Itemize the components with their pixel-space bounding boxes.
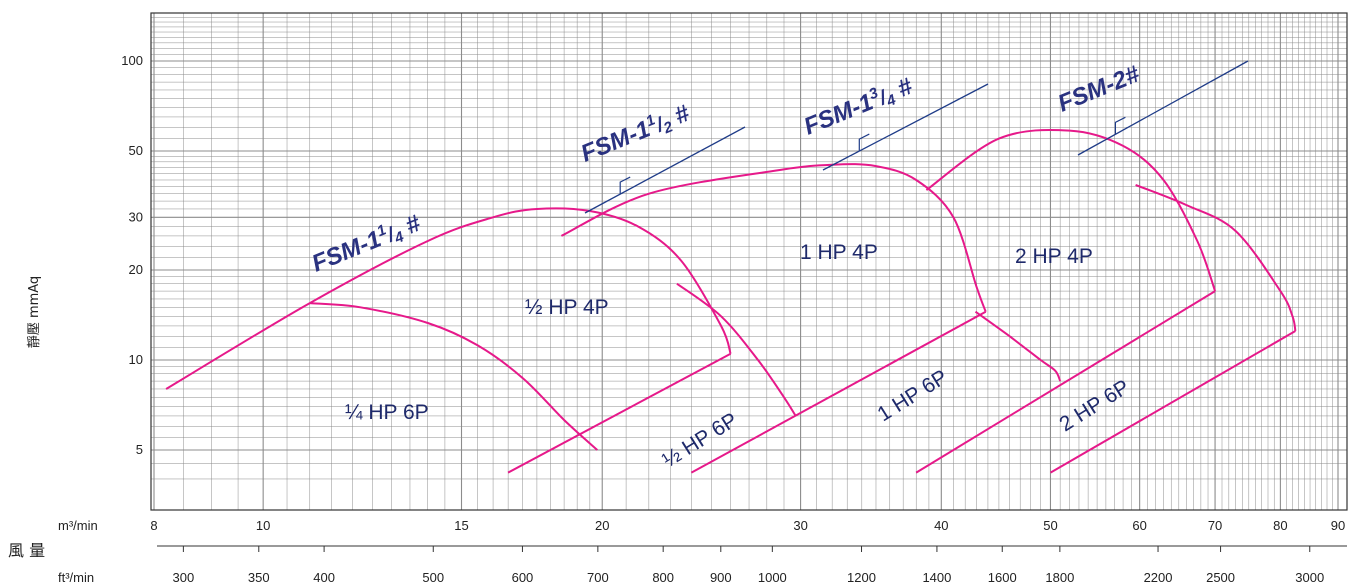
x-axis-m3-ticks: 8 10 15 20 30 40 50 60 70 80 90: [150, 518, 1345, 533]
x-tick-label-ft3: 700: [587, 570, 609, 585]
x-tick-label-ft3: 1600: [988, 570, 1017, 585]
model-label-fsm-2: FSM-2#: [1054, 60, 1144, 117]
y-axis-label: 靜壓 mmAq: [27, 276, 42, 348]
x-tick-label-m3: 30: [793, 518, 807, 533]
performance-curves: [165, 128, 1297, 474]
x-tick-label-ft3: 500: [422, 570, 444, 585]
region-label-quarter-hp-6p: ¼ HP 6P: [345, 401, 429, 424]
y-tick-label: 50: [129, 143, 143, 158]
x-tick-label-ft3: 1200: [847, 570, 876, 585]
x-tick-label-m3: 8: [150, 518, 157, 533]
x-axis-ft3-ticks: 300 350 400 500 600 700 800 900 1000 1200 1400 1600…: [157, 545, 1347, 585]
rating-line-1: [690, 310, 987, 474]
curve-6: [1135, 183, 1297, 332]
x-tick-label-m3: 80: [1273, 518, 1287, 533]
leader-line-1: [822, 83, 989, 171]
curve-2: [676, 282, 797, 417]
region-label-1hp-4p: 1 HP 4P: [800, 241, 878, 264]
region-label-1hp-6p: 1 HP 6P: [873, 365, 951, 426]
rating-line-0: [507, 352, 732, 474]
rating-line-2: [915, 290, 1216, 474]
x-tick-label-ft3: 1800: [1045, 570, 1074, 585]
x-tick-label-m3: 15: [454, 518, 468, 533]
x-tick-label-ft3: 2200: [1144, 570, 1173, 585]
x-tick-label-ft3: 900: [710, 570, 732, 585]
x-tick-label-m3: 60: [1132, 518, 1146, 533]
rating-line-3: [1049, 330, 1296, 474]
curve-5: [925, 128, 1217, 292]
leader-tick-1: [858, 133, 870, 152]
x-tick-label-ft3: 350: [248, 570, 270, 585]
y-tick-label: 30: [129, 209, 143, 224]
x-tick-label-ft3: 400: [313, 570, 335, 585]
leader-tick-2: [1114, 116, 1126, 135]
x-tick-label-m3: 70: [1208, 518, 1222, 533]
x-tick-label-ft3: 1000: [758, 570, 787, 585]
plot-frame: [150, 12, 1348, 511]
x-tick-label-m3: 90: [1331, 518, 1345, 533]
y-tick-label: 20: [129, 262, 143, 277]
y-tick-label: 10: [129, 352, 143, 367]
curve-1: [165, 207, 732, 390]
x-tick-label-m3: 20: [595, 518, 609, 533]
curve-4: [974, 310, 1062, 382]
region-label-half-hp-4p: ½ HP 4P: [525, 296, 609, 319]
region-label-half-hp-6p: ½ HP 6P: [658, 408, 741, 472]
leader-line-0: [584, 126, 746, 214]
y-tick-label: 100: [121, 53, 143, 68]
x-tick-label-ft3: 300: [173, 570, 195, 585]
x-tick-label-m3: 40: [934, 518, 948, 533]
x-tick-label-ft3: 2500: [1206, 570, 1235, 585]
curve-0: [309, 302, 598, 451]
x-tick-label-ft3: 3000: [1295, 570, 1324, 585]
region-label-2hp-4p: 2 HP 4P: [1015, 245, 1093, 268]
model-leader-lines: [584, 60, 1249, 214]
x-tick-label-ft3: 800: [652, 570, 674, 585]
y-tick-label: 5: [136, 442, 143, 457]
region-label-2hp-6p: 2 HP 6P: [1055, 375, 1133, 436]
curve-3: [560, 163, 987, 313]
y-axis-ticks: 5 10 20 30 50 100: [121, 53, 143, 457]
x-tick-label-m3: 50: [1043, 518, 1057, 533]
chart-grid: [151, 13, 1347, 510]
leader-line-2: [1077, 60, 1249, 156]
x-axis-m3-unit: m³/min: [58, 518, 98, 533]
x-axis-ft3-unit: ft³/min: [58, 570, 94, 585]
model-label-fsm-1-1-2: FSM-11/2 #: [577, 99, 695, 170]
x-tick-label-m3: 10: [256, 518, 270, 533]
x-tick-label-ft3: 600: [512, 570, 534, 585]
x-axis-title: 風 量: [8, 541, 45, 560]
leader-tick-0: [619, 176, 631, 195]
x-tick-label-ft3: 1400: [922, 570, 951, 585]
model-label-fsm-1-1-4: FSM-11/4 #: [308, 209, 426, 280]
